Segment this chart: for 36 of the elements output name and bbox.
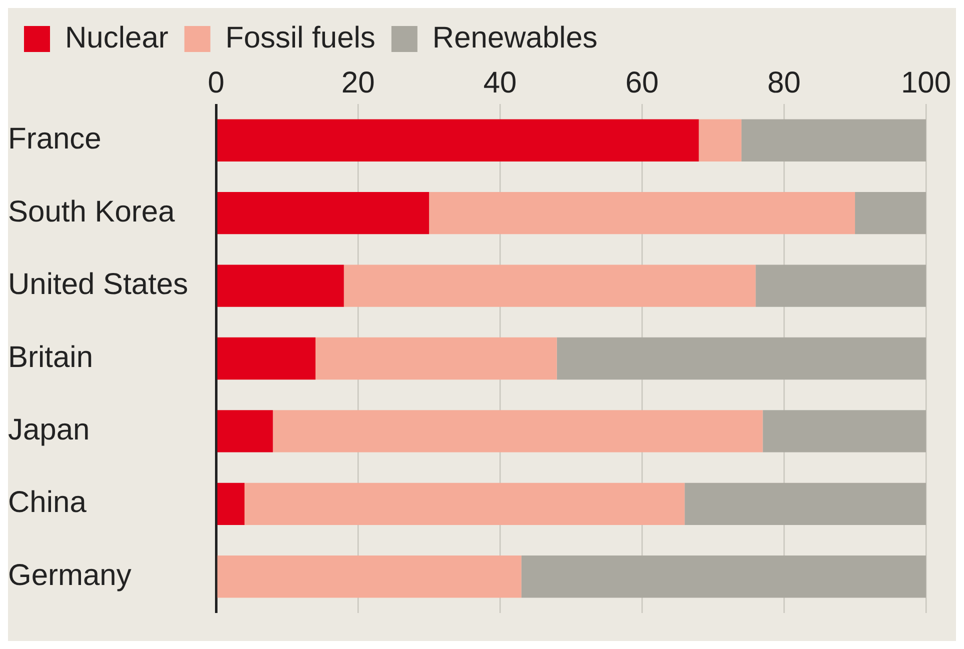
bar: [741, 119, 926, 162]
legend-label: Nuclear: [65, 21, 168, 54]
bar: [244, 482, 685, 526]
legend-label: Renewables: [432, 21, 598, 54]
x-tick-label: 60: [625, 66, 659, 100]
bar: [272, 410, 763, 452]
y-tick-label: Britain: [8, 340, 94, 374]
bar: [344, 264, 756, 307]
bar: [217, 192, 430, 234]
x-tick-label: 80: [767, 66, 801, 100]
bar: [521, 556, 926, 598]
bar: [217, 556, 522, 598]
y-tick-label: United States: [8, 268, 188, 302]
y-tick-label: South Korea: [8, 195, 176, 228]
bar: [217, 337, 316, 380]
x-tick-label: 100: [900, 66, 952, 100]
x-tick-label: 20: [341, 66, 375, 100]
bar: [698, 119, 742, 162]
legend-label: Fossil fuels: [225, 21, 376, 54]
bar: [684, 482, 926, 526]
bar: [556, 337, 926, 380]
bar: [217, 264, 344, 307]
bar: [429, 192, 856, 234]
bar: [762, 410, 926, 452]
bar: [217, 119, 699, 162]
y-tick-label: Japan: [8, 413, 90, 446]
x-tick-label: 0: [208, 66, 224, 100]
y-tick-label: France: [8, 122, 102, 156]
bar: [315, 337, 557, 380]
y-tick-label: China: [8, 486, 87, 520]
bar: [855, 192, 926, 234]
y-tick-label: Germany: [8, 558, 132, 592]
bar: [756, 264, 926, 307]
bar: [217, 482, 244, 526]
x-tick-label: 40: [483, 66, 517, 100]
bar: [217, 410, 273, 452]
